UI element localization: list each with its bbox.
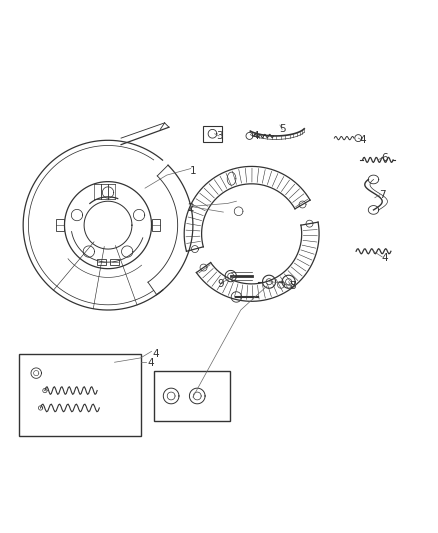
Text: 7: 7 bbox=[379, 190, 385, 200]
Text: 4: 4 bbox=[152, 349, 159, 359]
Bar bbox=[154, 371, 230, 421]
Text: 4: 4 bbox=[147, 358, 154, 368]
Bar bbox=[152, 219, 160, 231]
Text: 4: 4 bbox=[253, 131, 259, 141]
Text: 4: 4 bbox=[381, 253, 388, 263]
Bar bbox=[19, 353, 141, 436]
Bar bbox=[56, 219, 64, 231]
Bar bbox=[97, 259, 106, 265]
Bar bbox=[203, 126, 222, 142]
Text: 2: 2 bbox=[187, 203, 194, 213]
Text: 6: 6 bbox=[381, 152, 388, 163]
Text: 9: 9 bbox=[218, 279, 225, 289]
Text: 4: 4 bbox=[359, 135, 366, 146]
Text: 1: 1 bbox=[190, 166, 196, 176]
Text: 8: 8 bbox=[290, 281, 296, 291]
Text: 3: 3 bbox=[215, 131, 223, 141]
Bar bbox=[110, 259, 119, 265]
Text: 5: 5 bbox=[279, 124, 286, 134]
